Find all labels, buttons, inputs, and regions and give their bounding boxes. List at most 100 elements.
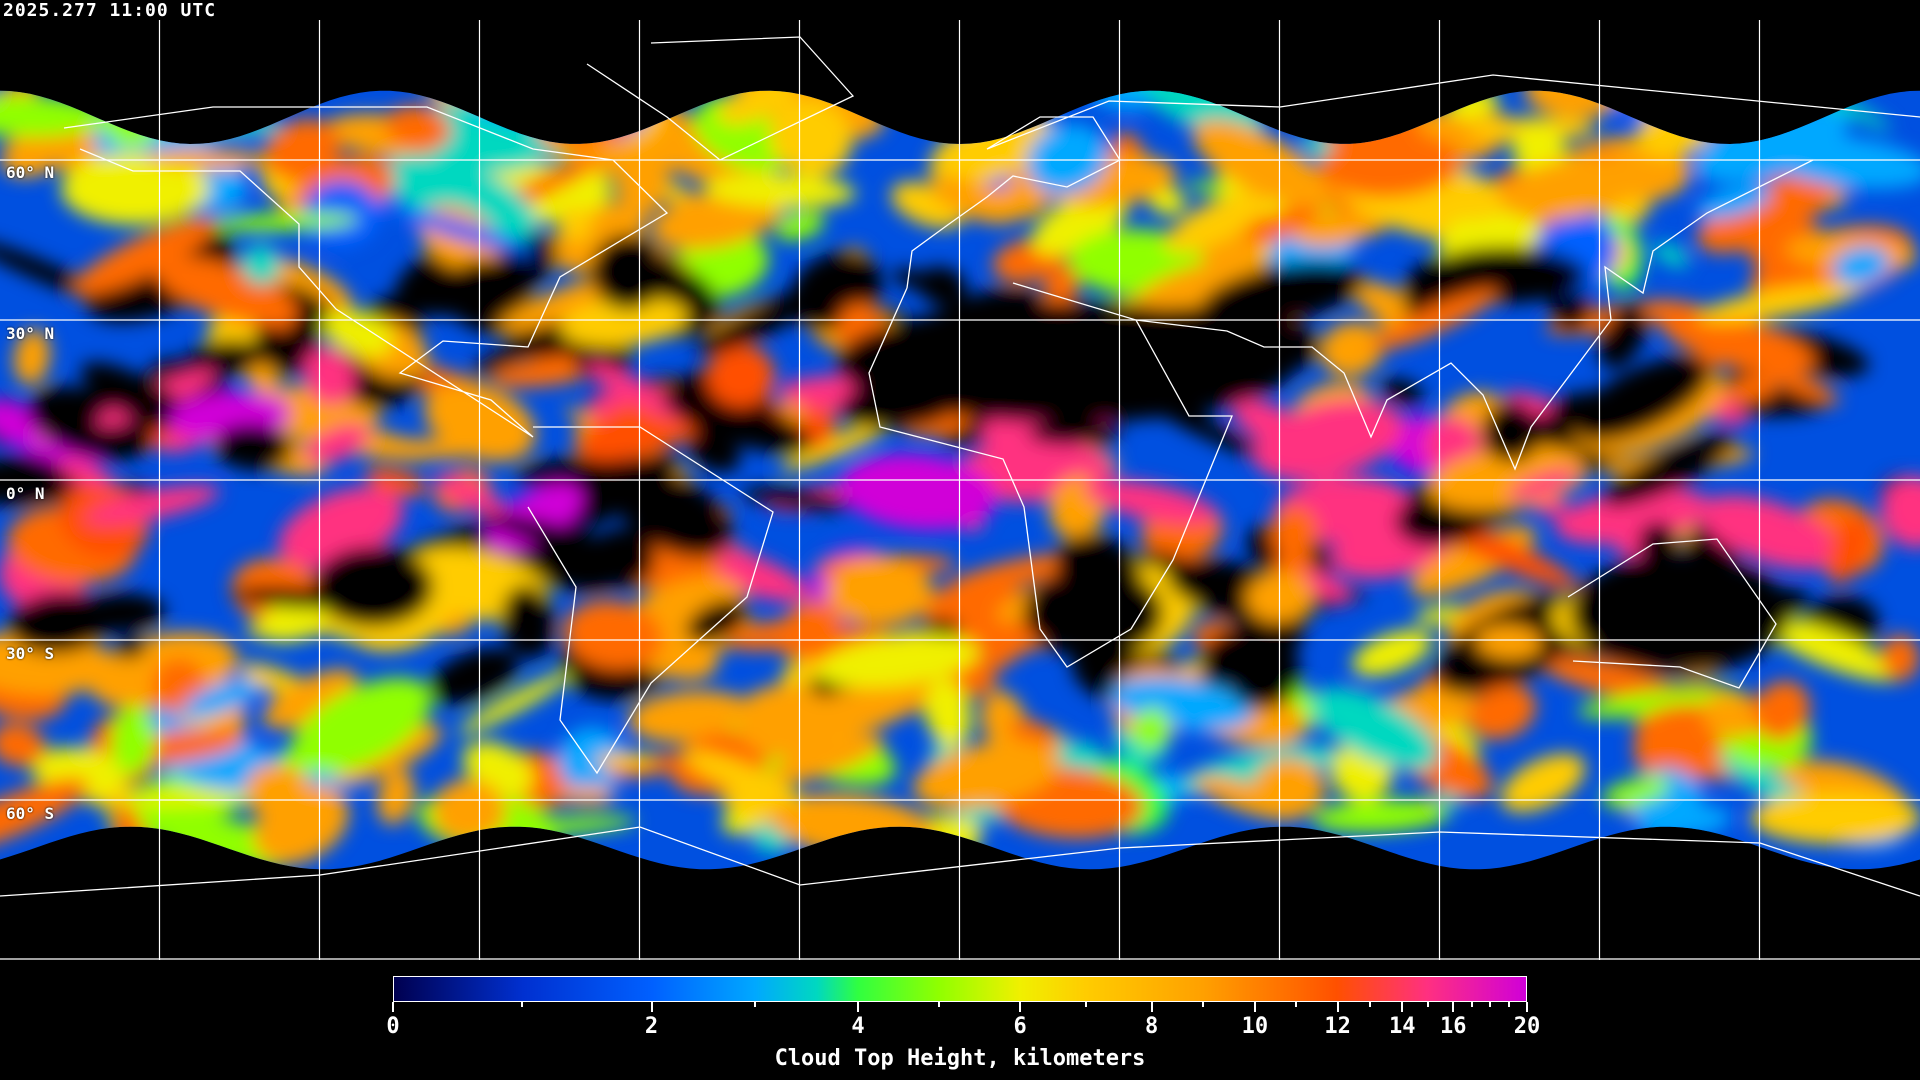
cloud-region: [558, 727, 626, 795]
coastline: [63, 106, 669, 438]
cloud-region: [1148, 186, 1186, 216]
timestamp: 2025.277 11:00 UTC: [3, 0, 217, 21]
colorbar-minor-tick: [1084, 1002, 1087, 1007]
cloud-region: [0, 778, 89, 854]
cloud-region: [182, 678, 262, 718]
cloud-region: [558, 207, 592, 241]
cloud-region: [1311, 688, 1439, 770]
cloud-region: [1224, 634, 1300, 710]
cloud-region: [264, 119, 342, 181]
cloud-region: [1697, 173, 1833, 253]
cloud-region: [58, 459, 116, 489]
cloud-region: [683, 750, 803, 806]
cloud-region: [1723, 374, 1779, 404]
latitude-label-30n: 30° N: [6, 324, 55, 343]
cloud-region: [1573, 356, 1711, 442]
cloud-region: [1192, 120, 1330, 208]
cloud-region: [214, 423, 292, 471]
cloud-region: [1761, 616, 1899, 682]
cloud-region: [290, 677, 432, 775]
cloud-region: [1312, 799, 1450, 833]
cloud-region: [333, 724, 443, 784]
cloud-region: [322, 309, 394, 357]
cloud-region: [391, 207, 535, 255]
latitude-label-60s: 60° S: [6, 804, 55, 823]
cloud-region: [305, 424, 369, 464]
colorbar-major-tick: [1526, 1002, 1528, 1012]
colorbar-minor-tick: [1489, 1002, 1492, 1007]
cloud-region: [780, 419, 896, 471]
cloud-region: [707, 344, 775, 408]
cloud-region: [1602, 433, 1736, 507]
cloud-region: [115, 637, 147, 659]
cloud-region: [302, 179, 380, 249]
cloud-region: [816, 634, 980, 688]
colorbar-tick-label: 8: [1145, 1014, 1159, 1039]
colorbar-major-tick: [650, 1002, 653, 1012]
cloud-region: [1695, 105, 1849, 183]
cloud-region: [0, 723, 46, 767]
cloud-region: [8, 592, 110, 654]
cloud-region: [241, 245, 281, 285]
clear-sky-region: [1570, 553, 1790, 674]
cloud-region: [385, 105, 451, 151]
cloud-region: [0, 94, 108, 138]
colorbar-tick-label: 2: [644, 1014, 659, 1039]
cloud-region: [1427, 445, 1589, 511]
colorbar-major-tick: [1336, 1002, 1339, 1012]
colorbar-minor-tick: [1202, 1002, 1205, 1007]
cloud-region: [1253, 757, 1325, 819]
cloud-region: [1508, 468, 1578, 500]
coastline: [906, 74, 1920, 289]
cloud-region: [1577, 688, 1743, 718]
cloud-region: [741, 487, 851, 511]
cloud-region: [1320, 321, 1384, 377]
cloud-region: [1352, 629, 1432, 677]
cloud-region: [917, 266, 967, 306]
colorbar-minor-tick: [1470, 1002, 1473, 1007]
cloud-region: [1696, 282, 1862, 324]
colorbar-tick-label: 4: [851, 1014, 865, 1039]
cloud-region: [1638, 522, 1678, 562]
cloud-region: [471, 341, 535, 375]
cloud-region: [377, 769, 415, 825]
cloud-region: [563, 600, 663, 670]
cloud-region: [184, 340, 262, 378]
cloud-region: [1481, 402, 1541, 462]
cloud-region: [661, 386, 813, 454]
colorbar-tick-label: 12: [1324, 1014, 1351, 1039]
cloud-region: [1468, 684, 1536, 740]
cloud-region: [1498, 156, 1646, 220]
cloud-region: [458, 671, 572, 735]
cloud-region: [782, 680, 928, 742]
colorbar-minor-tick: [1295, 1002, 1298, 1007]
cloud-region: [1043, 266, 1079, 310]
cloud-region: [245, 763, 313, 823]
colorbar-minor-tick: [521, 1002, 524, 1007]
cloud-region: [1634, 713, 1716, 787]
cloud-region: [145, 148, 271, 170]
cloud-region: [929, 176, 1019, 224]
cloud-region: [205, 212, 359, 232]
colorbar-title: Cloud Top Height, kilometers: [774, 1046, 1146, 1071]
colorbar-major-tick: [1253, 1002, 1256, 1012]
cloud-region: [1140, 551, 1184, 569]
clear-sky-region: [313, 546, 434, 627]
cloud-region: [827, 557, 933, 627]
cloud-region: [944, 552, 1088, 594]
cloud-region: [628, 690, 756, 744]
cloud-region: [483, 513, 635, 561]
cloud-region: [1423, 247, 1587, 303]
latitude-label-30s: 30° S: [6, 644, 55, 663]
cloud-region: [768, 734, 884, 784]
colorbar-tick-label: 20: [1513, 1014, 1541, 1039]
cloud-region: [80, 362, 198, 434]
cloud-region: [1659, 309, 1815, 375]
colorbar-major-tick: [1019, 1002, 1022, 1012]
cloud-region: [1880, 476, 1920, 548]
coastline: [586, 36, 855, 161]
cloud-region: [262, 669, 358, 729]
cloud-region: [1132, 707, 1170, 751]
cloud-top-height-map: [0, 20, 1920, 960]
colorbar-major-tick: [1401, 1002, 1404, 1012]
